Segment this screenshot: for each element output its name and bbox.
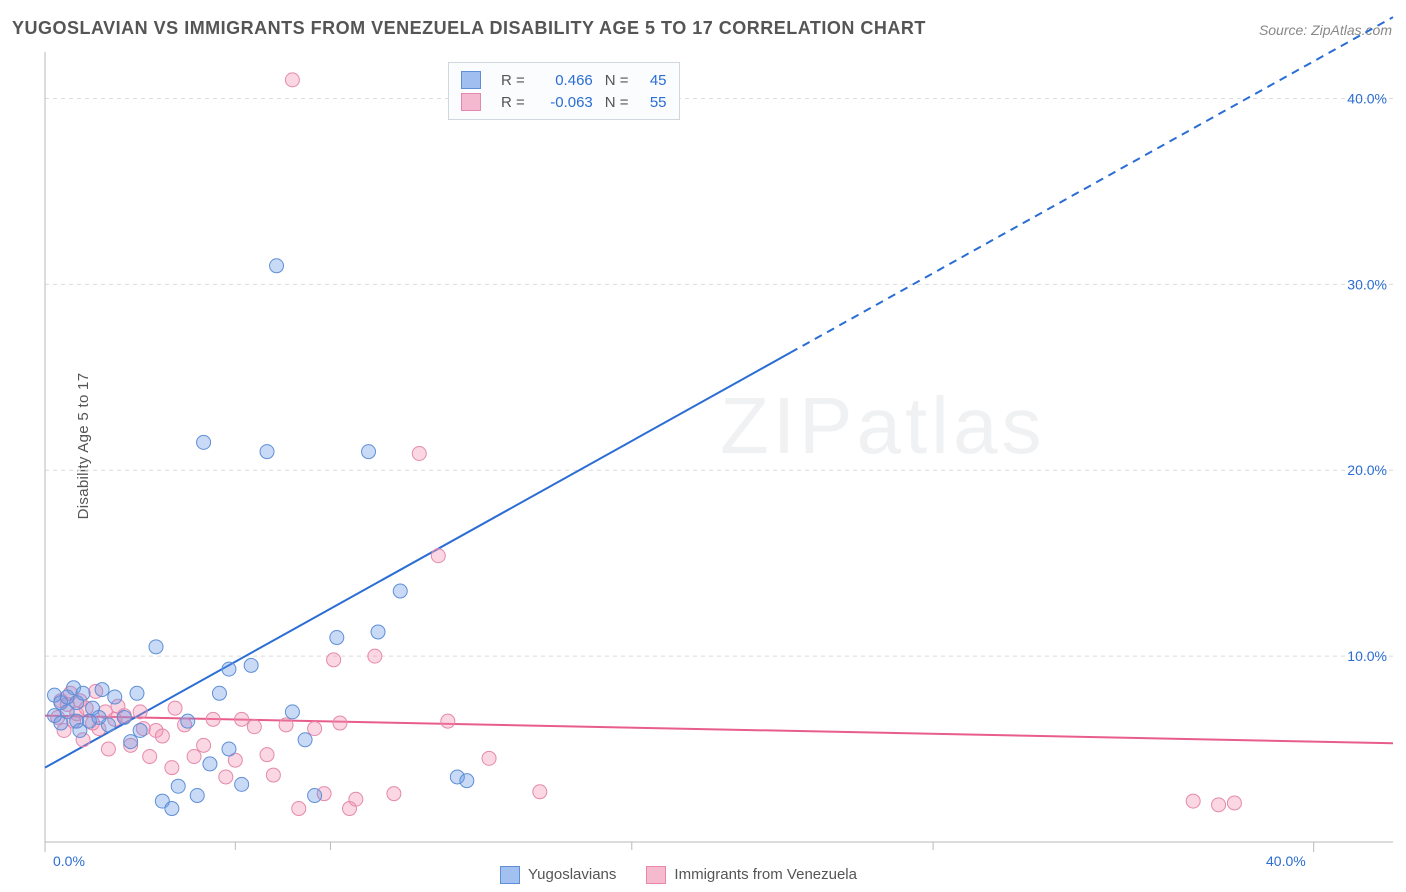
series-legend: Yugoslavians Immigrants from Venezuela bbox=[500, 866, 857, 884]
swatch-icon bbox=[646, 866, 666, 884]
legend-label: Yugoslavians bbox=[528, 866, 616, 883]
legend-item: Yugoslavians bbox=[500, 866, 616, 884]
swatch-icon bbox=[500, 866, 520, 884]
n-value: 45 bbox=[641, 72, 667, 89]
swatch-icon bbox=[461, 71, 481, 89]
swatch-icon bbox=[461, 93, 481, 111]
svg-text:40.0%: 40.0% bbox=[1347, 90, 1387, 106]
n-label: N = bbox=[605, 94, 629, 111]
chart-title: YUGOSLAVIAN VS IMMIGRANTS FROM VENEZUELA… bbox=[12, 18, 926, 39]
legend-label: Immigrants from Venezuela bbox=[674, 866, 857, 883]
r-label: R = bbox=[501, 72, 525, 89]
scatter-plot-svg: 10.0%20.0%30.0%40.0%0.0%40.0% bbox=[45, 52, 1393, 842]
source-attribution: Source: ZipAtlas.com bbox=[1259, 22, 1392, 38]
r-value: 0.466 bbox=[537, 72, 593, 89]
correlation-row: R = 0.466 N = 45 bbox=[461, 69, 667, 91]
n-value: 55 bbox=[641, 94, 667, 111]
chart-container: YUGOSLAVIAN VS IMMIGRANTS FROM VENEZUELA… bbox=[0, 0, 1406, 892]
r-label: R = bbox=[501, 94, 525, 111]
legend-item: Immigrants from Venezuela bbox=[646, 866, 857, 884]
r-value: -0.063 bbox=[537, 94, 593, 111]
correlation-legend: R = 0.466 N = 45 R = -0.063 N = 55 bbox=[448, 62, 680, 120]
n-label: N = bbox=[605, 72, 629, 89]
svg-text:20.0%: 20.0% bbox=[1347, 462, 1387, 478]
svg-text:0.0%: 0.0% bbox=[53, 853, 85, 869]
svg-text:40.0%: 40.0% bbox=[1266, 853, 1306, 869]
svg-text:30.0%: 30.0% bbox=[1347, 276, 1387, 292]
correlation-row: R = -0.063 N = 55 bbox=[461, 91, 667, 113]
svg-text:10.0%: 10.0% bbox=[1347, 648, 1387, 664]
